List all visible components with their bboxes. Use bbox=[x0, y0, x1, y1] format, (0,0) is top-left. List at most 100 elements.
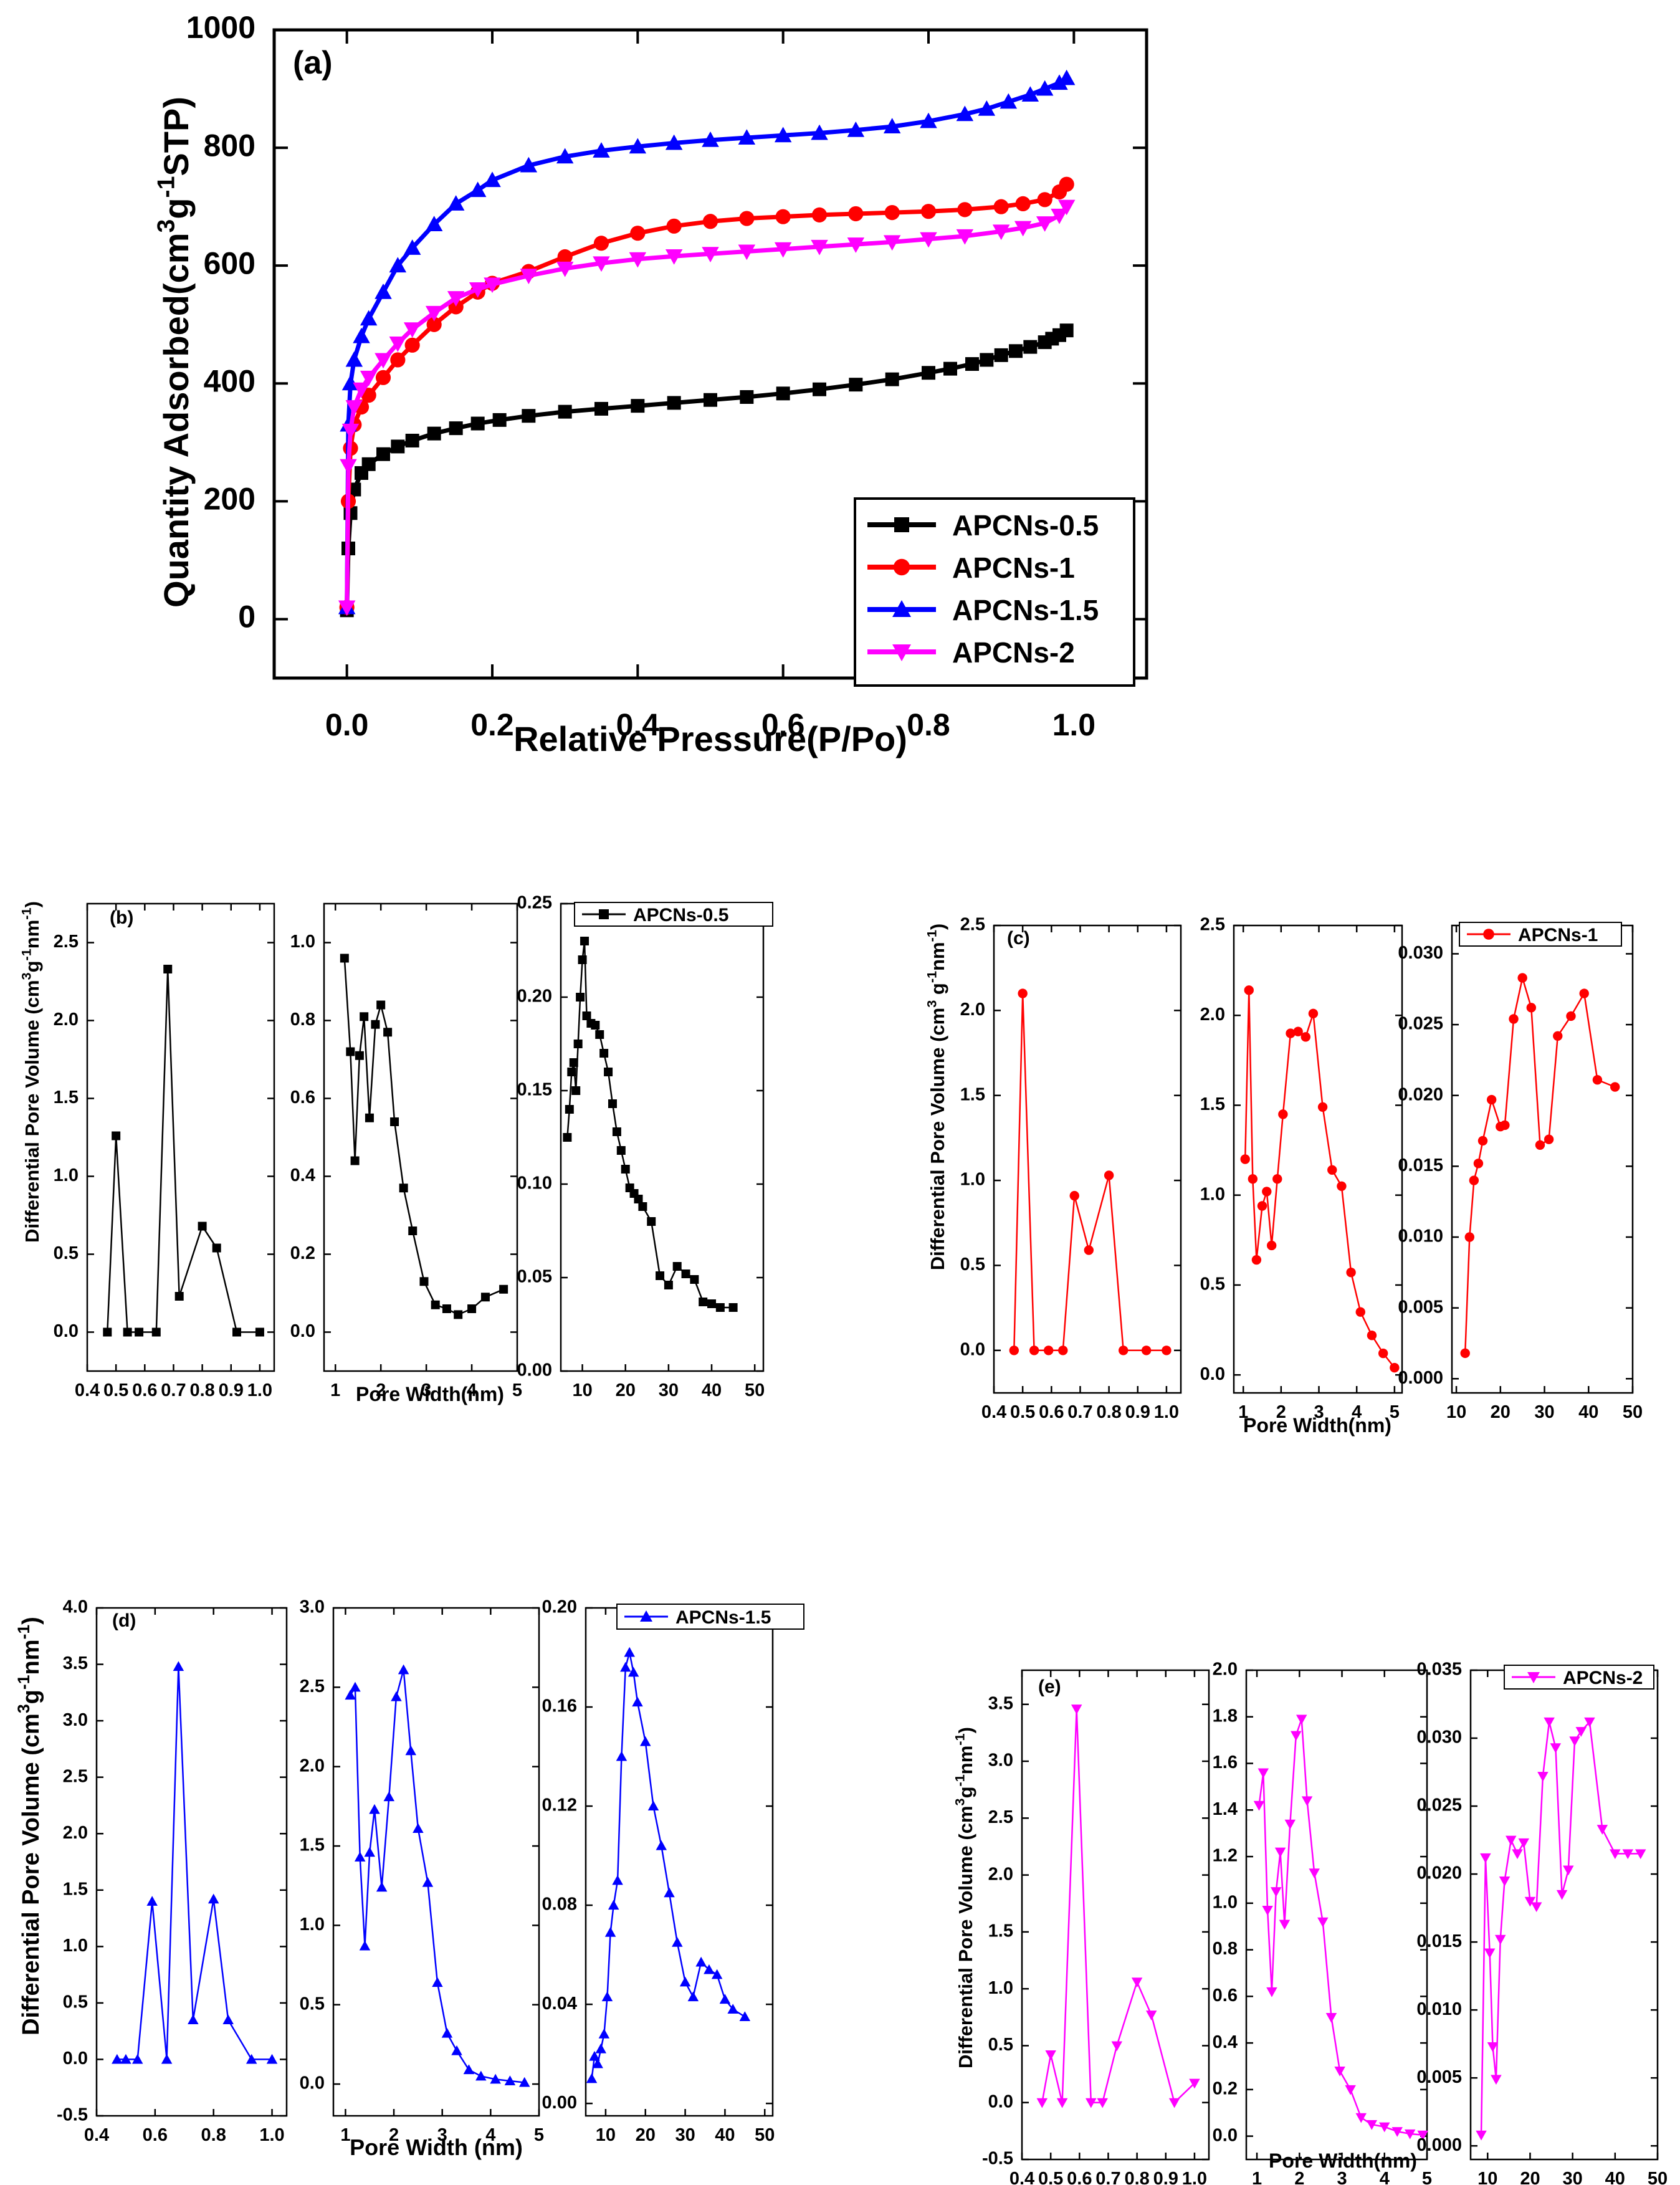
panel-d-series-1-marker bbox=[208, 1893, 219, 1904]
panel-c-series-3-marker bbox=[1526, 1003, 1537, 1013]
panel-b-series-2-marker bbox=[408, 1226, 418, 1235]
panel-e-series-3-marker bbox=[1544, 1717, 1555, 1728]
x-tick-label: 3 bbox=[1337, 2169, 1347, 2185]
panel-e-series-3-marker bbox=[1499, 1876, 1511, 1886]
y-tick-label: 0.030 bbox=[1398, 943, 1443, 963]
legend-label: APCNs-0.5 bbox=[633, 905, 728, 925]
panel-b-series-3-marker bbox=[567, 1068, 576, 1076]
y-tick-label: 0.5 bbox=[63, 1992, 88, 2012]
panel-c-series-2-marker bbox=[1367, 1330, 1377, 1341]
panel-a-ylabel-part: STP) bbox=[156, 97, 196, 176]
axes-frame bbox=[1021, 1669, 1210, 2161]
series-APCNs-1-marker bbox=[702, 214, 718, 229]
panel-c-series-2-marker bbox=[1286, 1028, 1296, 1038]
panel-e-ylabel-part: g bbox=[955, 1786, 976, 1798]
series-APCNs-0.5-marker bbox=[813, 382, 826, 396]
series-APCNs-1.5-marker bbox=[738, 129, 756, 145]
panel-b-series-1-marker bbox=[198, 1222, 207, 1231]
y-tick-label: 2.0 bbox=[1200, 1005, 1225, 1025]
series-APCNs-1-marker bbox=[920, 204, 937, 219]
series-APCNs-2-marker bbox=[593, 256, 610, 272]
y-tick-label: 3.0 bbox=[988, 1751, 1013, 1771]
series-APCNs-1.5-marker bbox=[1036, 80, 1054, 96]
panel-c-series-3-marker bbox=[1473, 1159, 1484, 1169]
x-tick-label: 2 bbox=[389, 2125, 399, 2145]
panel-c-series-3-marker bbox=[1464, 1232, 1474, 1242]
series-APCNs-1.5-marker bbox=[811, 124, 828, 140]
y-tick-label: 3.5 bbox=[988, 1693, 1013, 1713]
y-tick-label: 1.0 bbox=[300, 1915, 325, 1934]
panel-e-subplot-3: 10 20 30 40 50 0.000 0.005 0.010 0.015 0.020 0.025… bbox=[1416, 1660, 1668, 2185]
x-tick-label: 50 bbox=[1648, 2169, 1668, 2185]
series-APCNs-0.5-marker bbox=[776, 386, 790, 401]
series-APCNs-0.5-marker bbox=[704, 393, 717, 407]
series-APCNs-1.5-marker bbox=[389, 257, 407, 273]
panel-d-subplot-2: 1 2 3 4 5 0.0 0.5 1.0 1.5 2.0 2.5 3.0 bbox=[300, 1597, 544, 2145]
x-tick-label: 50 bbox=[745, 1380, 765, 1400]
axes-frame bbox=[332, 1607, 540, 2117]
series-APCNs-2-marker bbox=[338, 600, 356, 616]
panel-b-series-3-marker bbox=[681, 1269, 690, 1278]
legend-label: APCNs-0.5 bbox=[952, 509, 1099, 542]
y-tick-label: 0.0 bbox=[63, 2049, 88, 2068]
panel-e-subplot-1: 0.4 0.5 0.6 0.7 0.8 0.9 1.0-0.50.00.51.01.52.0… bbox=[982, 1669, 1210, 2185]
series-APCNs-1-marker bbox=[848, 206, 864, 222]
x-tick-label: 50 bbox=[755, 2125, 775, 2145]
y-tick-label: 0.0 bbox=[54, 1321, 79, 1341]
panel-c-series-3-marker bbox=[1509, 1014, 1519, 1024]
series-APCNs-1-marker bbox=[666, 218, 682, 234]
series-APCNs-2-marker bbox=[425, 305, 443, 322]
series-APCNs-0.5-marker bbox=[922, 366, 935, 380]
series-APCNs-0.5-marker bbox=[943, 361, 957, 376]
panel-b-series-1-marker bbox=[232, 1327, 241, 1337]
series-APCNs-1-marker bbox=[884, 204, 900, 221]
legend-marker bbox=[1483, 929, 1494, 940]
panel-c-series-1-marker bbox=[1058, 1346, 1068, 1355]
legend-label: APCNs-2 bbox=[952, 636, 1075, 669]
panel-b-ylabel-part: Differential Pore Volume (cm bbox=[21, 980, 43, 1242]
y-tick-label: 1.0 bbox=[1200, 1184, 1225, 1204]
panel-e-series-1-marker bbox=[1189, 2078, 1200, 2089]
panel-d-series-3-marker bbox=[592, 2058, 603, 2068]
panel-e-ylabel-part: -1 bbox=[952, 1733, 968, 1745]
y-tick-label: 0.2 bbox=[290, 1243, 315, 1263]
panel-e-ylabel-part: ) bbox=[955, 1727, 976, 1733]
panel-d-series-3-line bbox=[591, 1652, 745, 2079]
series-APCNs-1.5-marker bbox=[484, 171, 501, 188]
x-tick-label: 1.0 bbox=[247, 1380, 272, 1400]
y-tick-label: 0.0 bbox=[960, 1339, 985, 1359]
x-tick-label: 0.4 bbox=[981, 1402, 1006, 1422]
y-tick-label: 0.15 bbox=[517, 1080, 552, 1100]
series-APCNs-0.5-marker bbox=[631, 399, 645, 413]
panel-b-series-3-marker bbox=[699, 1298, 708, 1306]
panel-d-series-3-marker bbox=[695, 1956, 707, 1967]
series-APCNs-0.5-marker bbox=[980, 353, 994, 367]
y-tick-label: 3.5 bbox=[63, 1653, 88, 1673]
panel-c-series-2-marker bbox=[1278, 1109, 1288, 1119]
panel-b-series-3-marker bbox=[672, 1262, 682, 1271]
series-APCNs-2-marker bbox=[665, 249, 683, 265]
panel-c-series-2-marker bbox=[1346, 1268, 1356, 1278]
panel-e-series-2-marker bbox=[1334, 2066, 1345, 2077]
y-tick-label: 0.8 bbox=[1213, 1939, 1238, 1959]
panel-e-series-2-marker bbox=[1291, 1731, 1302, 1741]
y-tick-label: 2.0 bbox=[988, 1864, 1013, 1884]
x-tick-label: 4 bbox=[485, 2125, 495, 2145]
panel-b-series-2-marker bbox=[360, 1012, 369, 1021]
panel-b-series-3-marker bbox=[576, 993, 585, 1002]
series-APCNs-1.5-marker bbox=[956, 105, 974, 122]
panel-e-series-1-marker bbox=[1056, 2098, 1068, 2108]
panel-a-ylabel-part: -1 bbox=[153, 176, 180, 198]
panel-d-series-2-marker bbox=[451, 2045, 462, 2055]
panel-e-series-3-marker bbox=[1537, 1772, 1549, 1782]
series-APCNs-2-marker bbox=[447, 291, 465, 307]
panel-e-series-2-marker bbox=[1391, 2127, 1403, 2137]
panel-c-series-1-marker bbox=[1009, 1346, 1019, 1355]
x-tick-label: 50 bbox=[1623, 1402, 1643, 1422]
panel-e-series-3-marker bbox=[1480, 1853, 1491, 1863]
panel-e: Differential Pore Volume (cm3g-1nm-1)0.4… bbox=[952, 1660, 1668, 2185]
panel-c-series-3-marker bbox=[1469, 1175, 1479, 1185]
panel-b-series-3-marker bbox=[690, 1275, 699, 1284]
x-tick-label: 0.0 bbox=[325, 707, 369, 742]
